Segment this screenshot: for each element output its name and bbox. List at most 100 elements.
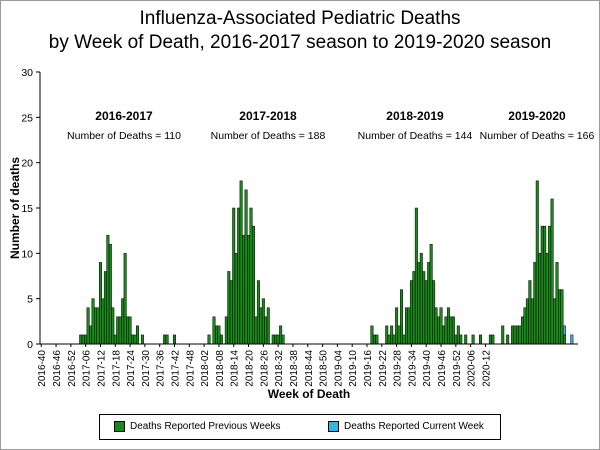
bar-previous-week — [434, 307, 438, 345]
season-deaths-count: Number of Deaths = 188 — [211, 130, 326, 142]
bar-previous-week — [545, 253, 549, 345]
bar-previous-week — [86, 307, 90, 345]
x-tick-label: 2016-52 — [67, 350, 78, 387]
legend-label-previous: Deaths Reported Previous Weeks — [130, 421, 281, 432]
legend-swatch-current — [328, 421, 339, 432]
bar-previous-week — [397, 325, 401, 345]
bar-previous-week — [234, 253, 238, 345]
bar-previous-week — [449, 316, 453, 345]
x-tick-label: 2017-06 — [82, 350, 93, 387]
x-tick-label: 2019-04 — [333, 350, 344, 387]
y-axis-label: Number of deaths — [8, 157, 22, 259]
bar-previous-week — [414, 207, 418, 345]
bar-previous-week — [471, 334, 475, 345]
x-tick-label: 2017-12 — [96, 350, 107, 387]
y-tick-label: 10 — [21, 248, 33, 260]
x-tick-label: 2018-20 — [245, 350, 256, 387]
bar-previous-week — [407, 307, 411, 345]
bar-previous-week — [242, 234, 246, 345]
bar-previous-week — [121, 298, 125, 345]
bar-previous-week — [224, 316, 228, 345]
x-tick-label: 2017-36 — [156, 350, 167, 387]
bar-previous-week — [232, 207, 236, 345]
bar-previous-week — [256, 280, 260, 345]
y-tick-label: 30 — [21, 67, 33, 79]
x-tick-label: 2019-10 — [348, 350, 359, 387]
bar-previous-week — [259, 307, 263, 345]
bar-previous-week — [454, 334, 458, 345]
x-tick-label: 2020-06 — [467, 350, 478, 387]
season-deaths-count: Number of Deaths = 110 — [67, 130, 181, 142]
bar-previous-week — [279, 325, 283, 345]
bar-previous-week — [98, 262, 102, 345]
bar-previous-week — [217, 325, 221, 345]
bar-previous-week — [400, 289, 404, 345]
bar-previous-week — [543, 225, 547, 345]
bar-previous-week — [558, 289, 561, 345]
bar-previous-week — [427, 262, 431, 345]
x-tick-label: 2016-40 — [37, 350, 48, 387]
bar-previous-week — [96, 307, 100, 345]
bar-previous-week — [281, 334, 285, 345]
legend-label-current: Deaths Reported Current Week — [344, 421, 484, 432]
bar-previous-week — [488, 334, 492, 345]
bar-previous-week — [219, 334, 223, 345]
bar-previous-week — [212, 316, 216, 345]
bar-previous-week — [419, 253, 423, 345]
bar-previous-week — [247, 234, 251, 345]
x-tick-label: 2018-02 — [200, 350, 211, 387]
bar-previous-week — [385, 325, 389, 345]
bar-previous-week — [108, 244, 112, 345]
bar-previous-week — [533, 262, 537, 345]
x-tick-label: 2018-50 — [319, 350, 330, 387]
season-label: 2017-2018 — [239, 109, 297, 123]
bar-previous-week — [274, 334, 278, 345]
bar-previous-week — [535, 180, 539, 345]
season-deaths-count: Number of Deaths = 166 — [480, 130, 595, 142]
bar-previous-week — [254, 316, 258, 345]
bar-previous-week — [173, 334, 176, 345]
bar-previous-week — [106, 234, 110, 345]
y-tick-label: 5 — [27, 294, 33, 306]
legend-item-current: Deaths Reported Current Week — [328, 421, 484, 432]
bar-previous-week — [264, 316, 268, 345]
x-tick-label: 2017-30 — [141, 350, 152, 387]
bar-previous-week — [133, 334, 137, 345]
chart-title-line1: Influenza-Associated Pediatric Deaths — [139, 8, 461, 29]
bar-previous-week — [553, 298, 557, 345]
bar-previous-week — [370, 325, 374, 345]
bar-previous-week — [128, 316, 132, 345]
bar-previous-week — [116, 316, 120, 345]
season-label: 2018-2019 — [386, 109, 444, 123]
bar-current-week — [570, 334, 574, 345]
bar-previous-week — [113, 334, 117, 345]
bar-previous-week — [518, 325, 522, 345]
bar-previous-week — [375, 334, 379, 345]
legend: Deaths Reported Previous Weeks Deaths Re… — [99, 414, 501, 440]
legend-item-previous: Deaths Reported Previous Weeks — [114, 421, 280, 432]
bar-previous-week — [249, 207, 253, 345]
bar-previous-week — [422, 271, 426, 345]
x-tick-label: 2018-32 — [274, 350, 285, 387]
bar-previous-week — [439, 307, 443, 345]
bar-previous-week — [555, 262, 559, 345]
season-deaths-count: Number of Deaths = 144 — [358, 130, 473, 142]
season-label: 2016-2017 — [95, 109, 153, 123]
bar-previous-week — [227, 271, 231, 345]
y-tick-label: 15 — [21, 203, 33, 215]
bar-previous-week — [520, 316, 524, 345]
bar-previous-week — [84, 334, 88, 345]
bar-previous-week — [459, 334, 463, 345]
y-tick-label: 25 — [21, 112, 33, 124]
bar-current-week — [562, 325, 566, 336]
bar-previous-week — [266, 307, 270, 345]
x-tick-label: 2020-12 — [481, 350, 492, 387]
x-tick-label: 2019-52 — [452, 350, 463, 387]
bar-previous-week — [437, 316, 441, 345]
bar-previous-week — [525, 298, 529, 345]
x-tick-label: 2017-48 — [185, 350, 196, 387]
y-tick-label: 0 — [27, 339, 33, 351]
x-tick-label: 2018-14 — [230, 350, 241, 387]
bar-previous-week — [89, 325, 93, 345]
bar-previous-week — [244, 189, 248, 345]
